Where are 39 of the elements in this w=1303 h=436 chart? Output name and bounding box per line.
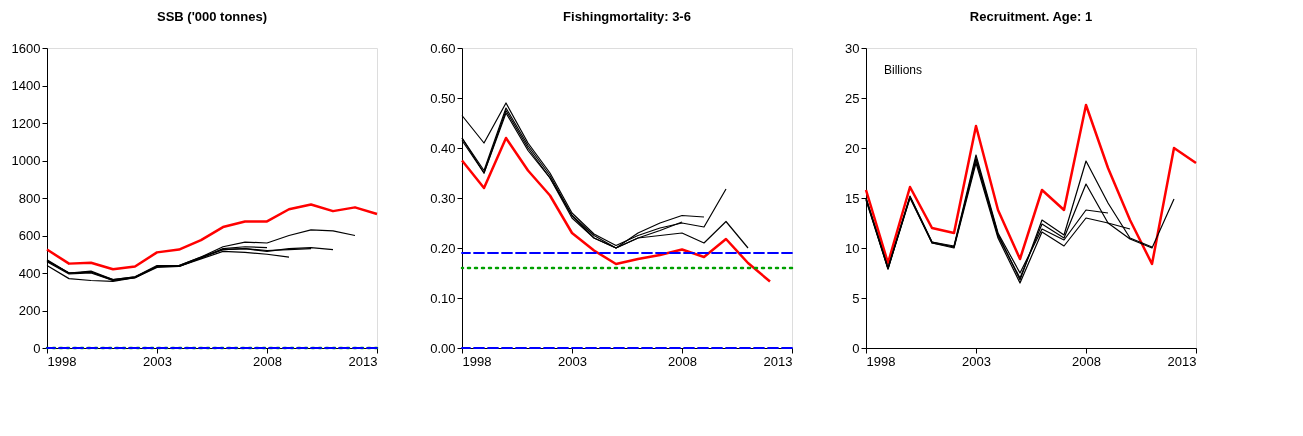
- y-tick-label: 30: [845, 40, 860, 56]
- y-tick-label: 0.50: [430, 90, 456, 106]
- y-tick-label: 0.00: [430, 340, 456, 356]
- y-tick-label: 800: [18, 190, 41, 206]
- y-tick-label: 0.10: [430, 290, 456, 306]
- y-tick-label: 1000: [11, 153, 41, 168]
- x-tick-label: 2008: [668, 353, 697, 369]
- x-tick-label: 2008: [253, 353, 282, 369]
- y-tick-label: 10: [845, 240, 860, 256]
- y-tick-label: 0.30: [430, 190, 456, 206]
- x-tick-label: 2008: [1072, 353, 1101, 369]
- y-tick-label: 0: [852, 340, 860, 356]
- chart-title: Recruitment. Age: 1: [969, 9, 1093, 24]
- y-tick-label: 1600: [11, 40, 41, 56]
- y-tick-label: 0.20: [430, 240, 456, 256]
- y-tick-label: 0.60: [430, 40, 456, 56]
- y-tick-label: 0.40: [430, 140, 456, 156]
- y-tick-label: 400: [18, 265, 41, 281]
- y-tick-label: 15: [845, 190, 860, 206]
- y-tick-label: 1200: [11, 115, 41, 131]
- chart-title: SSB ('000 tonnes): [156, 9, 268, 24]
- y-tick-label: 20: [845, 140, 860, 156]
- y-tick-label: 25: [845, 90, 860, 106]
- x-tick-label: 2013: [348, 353, 378, 369]
- y-tick-label: 0: [33, 340, 41, 356]
- y-tick-label: 600: [18, 228, 41, 243]
- y-tick-label: 1400: [11, 78, 41, 93]
- chart-title: Fishingmortality: 3-6: [563, 9, 691, 24]
- x-tick-label: 2003: [143, 353, 172, 369]
- x-tick-label: 2013: [1167, 353, 1197, 369]
- annotation: Billions: [884, 63, 923, 77]
- x-tick-label: 2013: [763, 353, 793, 369]
- y-tick-label: 200: [18, 303, 41, 318]
- x-tick-label: 2003: [962, 353, 991, 369]
- x-tick-label: 1998: [462, 353, 492, 369]
- x-tick-label: 1998: [866, 353, 896, 369]
- x-tick-label: 1998: [47, 353, 77, 369]
- x-tick-label: 2003: [558, 353, 587, 369]
- y-tick-label: 5: [852, 290, 860, 306]
